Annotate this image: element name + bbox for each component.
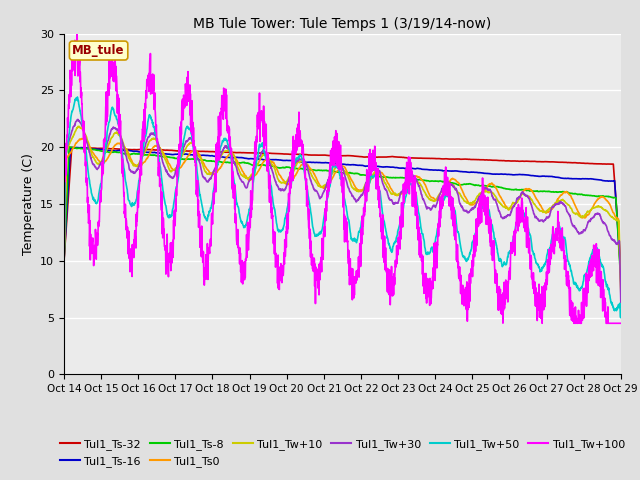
Tul1_Ts-32	[584, 160, 591, 166]
Tul1_Tw+100	[568, 300, 576, 305]
Tul1_Ts-32	[504, 158, 512, 164]
Tul1_Tw+50	[584, 267, 591, 273]
Tul1_Ts-16	[60, 258, 68, 264]
Tul1_Ts-16	[216, 154, 223, 159]
Tul1_Ts0	[504, 205, 512, 211]
Y-axis label: Temperature (C): Temperature (C)	[22, 153, 35, 255]
Tul1_Ts-8	[60, 257, 68, 263]
Tul1_Tw+50	[216, 150, 223, 156]
Tul1_Ts-16	[584, 176, 591, 182]
Tul1_Tw+50	[359, 216, 367, 222]
Tul1_Tw+10	[617, 290, 625, 296]
Tul1_Tw+10	[568, 206, 575, 212]
Tul1_Ts0	[216, 166, 223, 172]
Tul1_Tw+10	[371, 169, 379, 175]
Tul1_Ts-8	[359, 172, 367, 178]
Line: Tul1_Tw+100: Tul1_Tw+100	[64, 34, 621, 324]
Tul1_Ts-16	[617, 271, 625, 276]
Tul1_Tw+100	[504, 280, 512, 286]
Tul1_Tw+10	[504, 207, 512, 213]
Tul1_Tw+50	[504, 250, 512, 256]
Tul1_Ts0	[584, 212, 591, 218]
Title: MB Tule Tower: Tule Temps 1 (3/19/14-now): MB Tule Tower: Tule Temps 1 (3/19/14-now…	[193, 17, 492, 31]
Tul1_Ts0	[78, 136, 86, 142]
Tul1_Tw+30	[568, 220, 575, 226]
Tul1_Tw+100	[359, 232, 367, 238]
Tul1_Ts-16	[568, 176, 575, 181]
Tul1_Tw+100	[584, 279, 591, 285]
Tul1_Tw+100	[216, 135, 223, 141]
Tul1_Tw+100	[60, 178, 68, 183]
Tul1_Tw+10	[74, 123, 82, 129]
Legend: Tul1_Ts-32, Tul1_Ts-16, Tul1_Ts-8, Tul1_Ts0, Tul1_Tw+10, Tul1_Tw+30, Tul1_Tw+50,: Tul1_Ts-32, Tul1_Ts-16, Tul1_Ts-8, Tul1_…	[55, 435, 630, 471]
Tul1_Tw+100	[371, 144, 379, 149]
Tul1_Ts-16	[371, 164, 379, 169]
Tul1_Ts0	[617, 287, 625, 292]
Tul1_Ts-8	[65, 144, 73, 150]
Tul1_Ts0	[568, 195, 575, 201]
Tul1_Ts-16	[72, 144, 80, 150]
Tul1_Tw+10	[60, 255, 68, 261]
Tul1_Ts-8	[371, 173, 379, 179]
Tul1_Ts-32	[69, 144, 77, 150]
Tul1_Tw+30	[216, 156, 223, 161]
Line: Tul1_Ts-16: Tul1_Ts-16	[64, 147, 621, 274]
Text: MB_tule: MB_tule	[72, 44, 125, 57]
Line: Tul1_Ts0: Tul1_Ts0	[64, 139, 621, 289]
Tul1_Ts-32	[60, 258, 68, 264]
Line: Tul1_Tw+30: Tul1_Tw+30	[64, 120, 621, 302]
Tul1_Tw+10	[216, 156, 223, 162]
Tul1_Tw+50	[617, 315, 625, 321]
Tul1_Ts-16	[359, 163, 367, 168]
Tul1_Ts-32	[371, 154, 379, 160]
Tul1_Tw+50	[568, 271, 575, 276]
Tul1_Tw+50	[617, 315, 625, 321]
Tul1_Tw+100	[74, 31, 81, 36]
Tul1_Ts0	[371, 171, 379, 177]
Tul1_Tw+30	[617, 300, 625, 305]
Line: Tul1_Tw+50: Tul1_Tw+50	[64, 97, 621, 318]
Tul1_Ts-32	[617, 263, 625, 269]
Tul1_Ts-8	[216, 159, 223, 165]
Tul1_Tw+10	[359, 187, 367, 192]
Tul1_Tw+30	[504, 212, 512, 218]
Tul1_Tw+100	[617, 321, 625, 326]
Tul1_Tw+50	[60, 269, 68, 275]
Tul1_Ts-16	[504, 171, 512, 177]
Tul1_Ts-32	[359, 154, 367, 160]
Tul1_Ts0	[359, 187, 367, 193]
Tul1_Ts-8	[617, 279, 625, 285]
Tul1_Ts-8	[504, 186, 512, 192]
Tul1_Ts-8	[584, 192, 591, 198]
Tul1_Tw+50	[371, 173, 379, 179]
Tul1_Ts-32	[216, 149, 223, 155]
Tul1_Ts-8	[568, 191, 575, 196]
Tul1_Tw+10	[584, 209, 591, 215]
Line: Tul1_Ts-8: Tul1_Ts-8	[64, 147, 621, 282]
Tul1_Tw+30	[359, 192, 367, 197]
Tul1_Ts0	[60, 264, 68, 270]
Line: Tul1_Ts-32: Tul1_Ts-32	[64, 147, 621, 266]
Line: Tul1_Tw+10: Tul1_Tw+10	[64, 126, 621, 293]
Tul1_Tw+30	[584, 222, 591, 228]
Tul1_Tw+30	[371, 166, 379, 171]
Tul1_Tw+30	[60, 264, 68, 270]
Tul1_Ts-32	[568, 160, 575, 166]
Tul1_Tw+50	[74, 94, 81, 100]
Tul1_Tw+100	[538, 321, 546, 326]
Tul1_Tw+30	[74, 117, 81, 122]
